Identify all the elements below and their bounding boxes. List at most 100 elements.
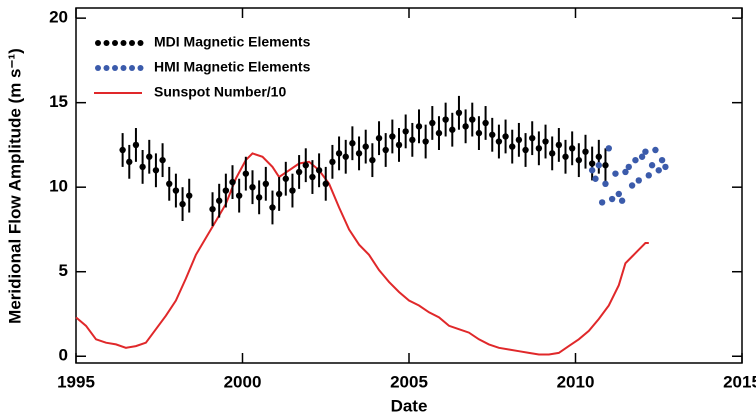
x-tick-label: 1995 xyxy=(57,372,95,391)
data-point xyxy=(402,128,409,135)
data-point xyxy=(548,150,556,157)
data-point xyxy=(342,153,349,160)
data-point xyxy=(658,156,666,164)
data-point xyxy=(382,146,389,154)
data-point xyxy=(355,150,363,157)
data-point xyxy=(375,134,383,142)
data-point xyxy=(429,119,436,127)
data-point xyxy=(475,129,483,137)
data-point xyxy=(422,138,429,145)
data-point xyxy=(562,153,569,160)
y-tick-label: 15 xyxy=(49,92,68,111)
data-point xyxy=(602,180,609,188)
data-point xyxy=(622,168,629,176)
data-point xyxy=(295,168,303,176)
data-point xyxy=(632,156,639,164)
legend-marker xyxy=(103,40,110,46)
data-point xyxy=(275,190,283,198)
legend-marker xyxy=(129,65,135,71)
data-point xyxy=(229,178,236,186)
x-tick-label: 2000 xyxy=(224,372,262,391)
y-tick-label: 20 xyxy=(49,8,68,27)
y-axis-label: Meridional Flow Amplitude (m s⁻¹) xyxy=(5,48,24,324)
y-tick-label: 0 xyxy=(59,346,68,365)
data-point xyxy=(255,194,263,201)
data-point xyxy=(442,116,449,123)
data-point xyxy=(588,160,596,167)
legend-marker xyxy=(120,40,127,46)
data-point xyxy=(612,170,619,177)
data-point xyxy=(469,116,476,123)
data-point xyxy=(315,167,323,174)
x-tick-label: 2010 xyxy=(557,372,595,391)
data-point xyxy=(635,177,642,184)
data-point xyxy=(462,123,469,130)
legend-marker xyxy=(95,65,101,71)
data-point xyxy=(146,153,153,160)
data-point xyxy=(522,146,529,154)
data-point xyxy=(335,150,343,157)
data-point xyxy=(126,158,133,166)
data-point xyxy=(535,145,543,152)
x-tick-label: 2015 xyxy=(723,372,756,391)
data-point xyxy=(652,146,659,154)
legend-marker xyxy=(112,40,118,46)
data-point xyxy=(242,170,250,177)
data-point xyxy=(362,143,369,150)
data-point xyxy=(568,145,576,152)
y-tick-label: 10 xyxy=(49,177,68,196)
data-point xyxy=(349,140,356,147)
data-point xyxy=(389,133,396,140)
data-point xyxy=(395,141,403,149)
data-point xyxy=(638,153,646,160)
data-point xyxy=(598,199,606,206)
data-point xyxy=(222,187,230,194)
line xyxy=(75,152,649,356)
data-point xyxy=(529,134,536,142)
data-point xyxy=(369,156,376,164)
data-point xyxy=(595,162,603,169)
data-point xyxy=(655,167,662,174)
data-point xyxy=(152,167,160,174)
data-point xyxy=(482,119,489,127)
data-point xyxy=(615,190,622,198)
legend-label: MDI Magnetic Elements xyxy=(154,34,311,50)
data-point xyxy=(166,180,173,188)
data-point xyxy=(648,162,656,169)
data-point xyxy=(449,126,456,133)
x-tick-label: 2005 xyxy=(390,372,428,391)
data-point xyxy=(642,148,649,155)
data-point xyxy=(509,143,516,150)
data-point xyxy=(186,192,193,199)
data-point xyxy=(515,136,523,144)
data-point xyxy=(575,156,583,164)
data-point xyxy=(495,138,503,145)
data-point xyxy=(625,163,632,171)
data-point xyxy=(215,197,223,204)
data-point xyxy=(302,162,309,169)
data-point xyxy=(119,146,126,154)
legend-marker xyxy=(112,65,118,71)
data-point xyxy=(269,204,276,211)
data-point xyxy=(235,192,243,199)
data-point xyxy=(455,109,463,117)
legend-marker xyxy=(137,65,144,71)
legend-marker xyxy=(95,40,101,46)
data-point xyxy=(159,156,166,164)
data-point xyxy=(608,195,616,203)
legend-marker xyxy=(129,40,135,46)
data-point xyxy=(628,182,636,189)
data-point xyxy=(542,138,549,145)
data-point xyxy=(435,129,443,137)
data-point xyxy=(555,141,563,149)
legend-marker xyxy=(120,65,127,71)
data-point xyxy=(415,123,423,130)
data-point xyxy=(282,175,289,182)
data-point xyxy=(588,167,596,174)
data-point xyxy=(309,173,316,181)
data-point xyxy=(662,163,669,171)
data-point xyxy=(582,148,589,155)
x-axis-label: Date xyxy=(391,396,428,415)
data-point xyxy=(489,131,496,138)
